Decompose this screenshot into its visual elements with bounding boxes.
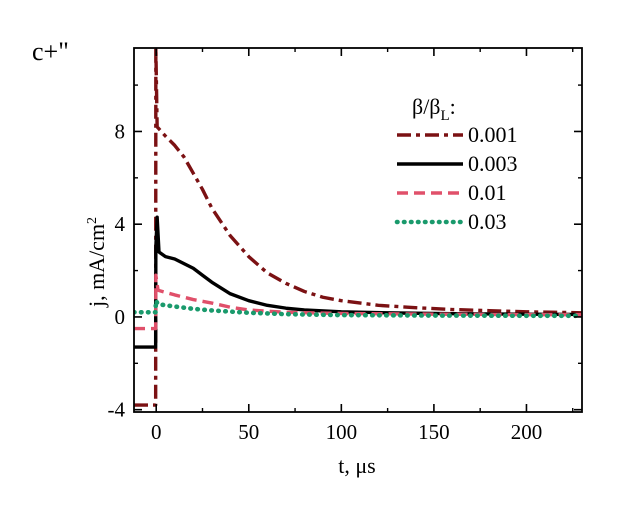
y-tick-label: -4 [108,398,126,422]
x-tick-label: 0 [151,420,162,444]
y-tick-labels: -4 0 4 8 [108,119,126,421]
y-axis-label: j, mA/cm2 [84,217,109,308]
legend-label-1: 0.003 [468,151,518,176]
legend: β/βL: 0.001 0.003 0.01 0.03 [394,94,518,234]
legend-label-3: 0.03 [468,209,507,234]
axis-ticks [134,48,582,412]
x-tick-label: 100 [326,420,358,444]
corner-label: c+" [32,37,69,66]
legend-label-2: 0.01 [468,180,507,205]
x-tick-label: 150 [418,420,450,444]
y-tick-label: 4 [115,212,126,236]
legend-title: β/βL: [412,94,456,124]
y-axis-label-superscript: 2 [85,217,100,224]
y-axis-label-text: j, mA/cm [84,224,109,308]
series-line-2 [134,273,582,331]
y-tick-label: 8 [115,119,126,143]
legend-label-0: 0.001 [468,122,518,147]
legend-title-suffix: : [450,94,456,119]
x-tick-labels: 0 50 100 150 200 [151,420,542,444]
plot-frame [133,47,583,413]
plot-lines [134,48,582,407]
series-line-0 [134,48,582,407]
legend-title-subscript: L [441,108,450,124]
legend-title-prefix: β/β [412,94,441,119]
y-tick-label: 0 [115,305,126,329]
series-line-3 [134,298,582,319]
x-tick-label: 50 [238,420,259,444]
x-axis-label: t, μs [338,453,375,478]
series-line-1 [134,215,582,349]
legend-items: 0.001 0.003 0.01 0.03 [394,122,518,234]
x-tick-label: 200 [511,420,543,444]
